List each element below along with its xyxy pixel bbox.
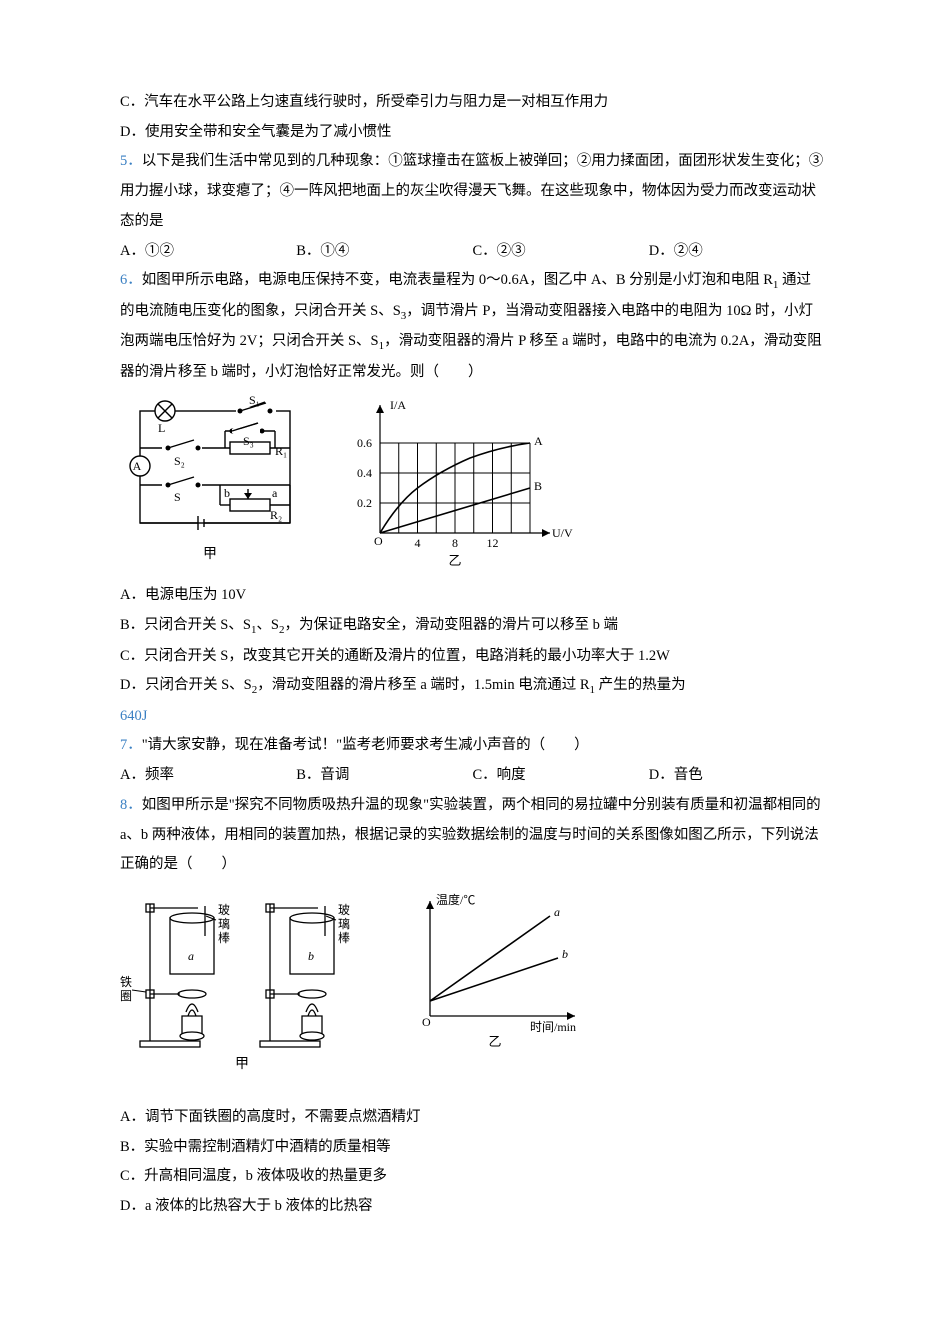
page: C．汽车在水平公路上匀速直线行驶时，所受牵引力与阻力是一对相互作用力 D．使用安… [0,0,945,1282]
q6-number: 6． [120,272,142,288]
svg-text:棒: 棒 [218,931,230,945]
q7-opt-c[interactable]: C．响度 [473,761,649,791]
q5-options: A．①② B．①④ C．②③ D．②④ [120,237,825,267]
svg-text:I/A: I/A [390,398,406,412]
svg-text:玻: 玻 [338,903,350,917]
q8-opt-b[interactable]: B．实验中需控制酒精灯中酒精的质量相等 [120,1133,825,1163]
svg-text:乙: 乙 [448,553,461,568]
q6-opt-b-part3: ，为保证电路安全，滑动变阻器的滑片可以移至 b 端 [285,617,619,633]
svg-text:12: 12 [487,536,499,550]
svg-text:温度/℃: 温度/℃ [436,892,475,907]
svg-text:璃: 璃 [218,917,230,931]
spacer [120,1089,825,1103]
svg-text:O: O [422,1015,431,1029]
svg-text:8: 8 [452,536,458,550]
q6-opt-d-part2: ，滑动变阻器的滑片移至 a 端时，1.5min 电流通过 R [257,677,589,693]
svg-text:甲: 甲 [203,547,217,562]
svg-text:0.6: 0.6 [357,436,372,450]
q8-opt-d[interactable]: D．a 液体的比热容大于 b 液体的比热容 [120,1192,825,1222]
q6-text-a: 如图甲所示电路，电源电压保持不变，电流表量程为 0～0.6A，图乙中 A、B 分… [142,272,773,288]
svg-text:圈: 圈 [120,989,132,1003]
q5-opt-d[interactable]: D．②④ [649,237,825,267]
q8-apparatus-diagram: 铁 圈 玻 璃 棒 玻 璃 棒 a b 甲 [120,886,380,1081]
svg-text:0.4: 0.4 [357,466,372,480]
svg-text:R₁: R₁ [275,444,287,458]
q6-figures: L S₁ S₃ S₂ R₁ A S b a R₂ 甲 [120,393,825,573]
svg-text:B: B [534,479,542,493]
q6-opt-d-value: 640J [120,702,825,732]
q6-opt-c[interactable]: C．只闭合开关 S，改变其它开关的通断及滑片的位置，电路消耗的最小功率大于 1.… [120,642,825,672]
q8-figures: 铁 圈 玻 璃 棒 玻 璃 棒 a b 甲 [120,886,825,1081]
q7-opt-d[interactable]: D．音色 [649,761,825,791]
svg-text:a: a [554,905,560,919]
svg-text:S: S [174,490,181,504]
svg-text:铁: 铁 [120,975,132,989]
q7-opt-b[interactable]: B．音调 [296,761,472,791]
q6-opt-d-part1: D．只闭合开关 S、S [120,677,252,693]
svg-text:b: b [308,949,314,963]
pre-option-d: D．使用安全带和安全气囊是为了减小惯性 [120,118,825,148]
svg-text:O: O [374,534,383,548]
svg-text:玻: 玻 [218,903,230,917]
svg-text:b: b [562,947,568,961]
q5-opt-c[interactable]: C．②③ [473,237,649,267]
q6-stem: 6．如图甲所示电路，电源电压保持不变，电流表量程为 0～0.6A，图乙中 A、B… [120,266,825,387]
q6-opt-d-part3: 产生的热量为 [595,677,686,693]
svg-text:L: L [158,421,165,435]
q8-text: 如图甲所示是"探究不同物质吸热升温的现象"实验装置，两个相同的易拉罐中分别装有质… [120,797,821,872]
q8-temp-chart: 温度/℃ 时间/min O a b 乙 [400,886,590,1051]
q7-opt-a[interactable]: A．频率 [120,761,296,791]
q5-text: 以下是我们生活中常见到的几种现象：①篮球撞击在篮板上被弹回；②用力揉面团，面团形… [120,153,823,228]
q7-number: 7． [120,737,142,753]
q6-iv-chart: I/A U/V 0.6 0.4 0.2 4 8 12 O A B 乙 [340,393,575,573]
q5-number: 5． [120,153,142,169]
q6-opt-b-part2: 、S [256,617,279,633]
svg-text:时间/min: 时间/min [530,1020,576,1034]
q5-opt-a[interactable]: A．①② [120,237,296,267]
svg-text:4: 4 [415,536,421,550]
q8-stem: 8．如图甲所示是"探究不同物质吸热升温的现象"实验装置，两个相同的易拉罐中分别装… [120,791,825,880]
svg-text:棒: 棒 [338,931,350,945]
svg-text:R₂: R₂ [270,508,282,522]
q8-opt-a[interactable]: A．调节下面铁圈的高度时，不需要点燃酒精灯 [120,1103,825,1133]
svg-text:S₂: S₂ [174,454,185,468]
svg-text:b: b [224,486,230,500]
q6-circuit-diagram: L S₁ S₃ S₂ R₁ A S b a R₂ 甲 [120,393,320,573]
svg-text:A: A [534,434,543,448]
svg-text:a: a [272,486,278,500]
pre-option-c: C．汽车在水平公路上匀速直线行驶时，所受牵引力与阻力是一对相互作用力 [120,88,825,118]
svg-text:S₃: S₃ [243,434,254,448]
q7-stem: 7．"请大家安静，现在准备考试！"监考老师要求考生减小声音的（ ） [120,731,825,761]
svg-text:璃: 璃 [338,917,350,931]
svg-text:A: A [133,459,142,473]
q6-opt-b[interactable]: B．只闭合开关 S、S1、S2，为保证电路安全，滑动变阻器的滑片可以移至 b 端 [120,611,825,641]
svg-text:S₁: S₁ [249,393,260,407]
q8-opt-c[interactable]: C．升高相同温度，b 液体吸收的热量更多 [120,1162,825,1192]
q6-opt-d[interactable]: D．只闭合开关 S、S2，滑动变阻器的滑片移至 a 端时，1.5min 电流通过… [120,671,825,701]
svg-text:U/V: U/V [552,526,573,540]
q6-opt-b-part1: B．只闭合开关 S、S [120,617,251,633]
q5-opt-b[interactable]: B．①④ [296,237,472,267]
svg-text:0.2: 0.2 [357,496,372,510]
q6-opt-a[interactable]: A．电源电压为 10V [120,581,825,611]
q8-number: 8． [120,797,142,813]
svg-text:甲: 甲 [235,1057,249,1072]
q5-stem: 5．以下是我们生活中常见到的几种现象：①篮球撞击在篮板上被弹回；②用力揉面团，面… [120,147,825,236]
svg-text:乙: 乙 [488,1034,501,1049]
svg-text:a: a [188,949,194,963]
q7-options: A．频率 B．音调 C．响度 D．音色 [120,761,825,791]
q7-text: "请大家安静，现在准备考试！"监考老师要求考生减小声音的（ ） [142,737,589,753]
